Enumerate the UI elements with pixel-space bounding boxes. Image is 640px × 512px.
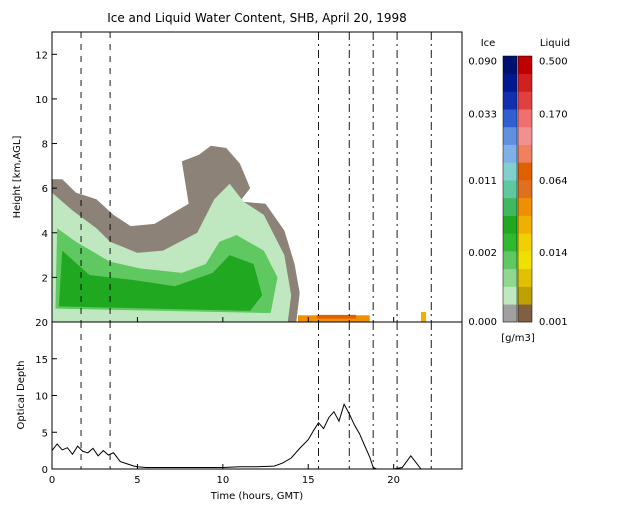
time-tick-label: 15 bbox=[302, 475, 315, 486]
liquid-colorbar-swatch bbox=[518, 268, 532, 287]
height-tick-label: 6 bbox=[42, 184, 48, 195]
liquid-colorbar-swatch bbox=[518, 73, 532, 92]
ice-colorbar-swatch bbox=[503, 73, 517, 92]
ice-colorbar-swatch bbox=[503, 109, 517, 128]
height-tick-label: 8 bbox=[42, 140, 48, 151]
optical-depth-tick-label: 10 bbox=[35, 392, 48, 403]
ice-colorbar-label: Ice bbox=[481, 38, 496, 49]
ice-colorbar-swatch bbox=[503, 233, 517, 252]
ice-colorbar-swatch bbox=[503, 197, 517, 216]
ice-colorbar-tick-label: 0.090 bbox=[468, 56, 497, 67]
bottom-dash-lines bbox=[80, 322, 432, 469]
liquid-colorbar-swatch bbox=[518, 180, 532, 199]
height-axis-label: Height [km,AGL] bbox=[12, 136, 23, 219]
cloud-field bbox=[52, 145, 427, 322]
ice-colorbar-swatch bbox=[503, 126, 517, 145]
ice-colorbar bbox=[502, 55, 518, 323]
optical-depth-tick-label: 5 bbox=[42, 428, 48, 439]
ice-colorbar-swatch bbox=[503, 91, 517, 110]
time-axis-ticks: 0 5 10 15 20 bbox=[49, 317, 400, 486]
optical-depth-tick-label: 20 bbox=[35, 318, 48, 329]
liquid-colorbar-label: Liquid bbox=[540, 38, 570, 49]
height-axis-ticks: 2 4 6 8 10 12 bbox=[35, 50, 57, 284]
time-tick-label: 0 bbox=[49, 475, 55, 486]
liquid-colorbar-swatch bbox=[518, 126, 532, 145]
liquid-colorbar-swatch bbox=[518, 144, 532, 163]
height-tick-label: 12 bbox=[35, 50, 48, 61]
liquid-colorbar-ticks: 0.500 0.170 0.064 0.014 0.001 bbox=[539, 56, 568, 328]
ice-colorbar-swatch bbox=[503, 286, 517, 305]
ice-colorbar-ticks: 0.090 0.033 0.011 0.002 0.000 bbox=[468, 56, 497, 328]
ice-colorbar-swatch bbox=[503, 215, 517, 234]
liquid-colorbar-swatch bbox=[518, 56, 532, 75]
water-content-heatmap: 2 4 6 8 10 12 Height [km,AGL] bbox=[12, 31, 463, 323]
liquid-patch bbox=[421, 311, 427, 322]
ice-colorbar-swatch bbox=[503, 144, 517, 163]
ice-cloud-core bbox=[58, 250, 263, 311]
ice-colorbar-swatch bbox=[503, 268, 517, 287]
ice-colorbar-swatch bbox=[503, 162, 517, 181]
liquid-colorbar-swatch bbox=[518, 162, 532, 181]
time-tick-label: 10 bbox=[216, 475, 229, 486]
ice-colorbar-swatch bbox=[503, 251, 517, 270]
liquid-layer-core bbox=[316, 314, 357, 319]
liquid-colorbar-swatch bbox=[518, 304, 532, 323]
time-tick-label: 5 bbox=[134, 475, 140, 486]
liquid-colorbar-tick-label: 0.500 bbox=[539, 56, 568, 67]
liquid-colorbar-swatch bbox=[518, 251, 532, 270]
ice-colorbar-tick-label: 0.002 bbox=[468, 248, 497, 259]
liquid-colorbar-tick-label: 0.170 bbox=[539, 110, 568, 121]
liquid-colorbar-swatch bbox=[518, 215, 532, 234]
liquid-colorbar-swatch bbox=[518, 109, 532, 128]
liquid-colorbar-tick-label: 0.014 bbox=[539, 248, 568, 259]
liquid-colorbar-swatch bbox=[518, 233, 532, 252]
height-tick-label: 10 bbox=[35, 95, 48, 106]
colorbar: Ice Liquid 0.090 0.033 0.011 0.002 0.000 0.5… bbox=[468, 38, 570, 344]
liquid-colorbar-swatch bbox=[518, 286, 532, 305]
ice-colorbar-tick-label: 0.000 bbox=[468, 317, 497, 328]
liquid-colorbar-tick-label: 0.064 bbox=[539, 176, 568, 187]
optical-depth-axis-label: Optical Depth bbox=[16, 361, 27, 430]
top-dash-lines bbox=[80, 32, 432, 322]
chart-title: Ice and Liquid Water Content, SHB, April… bbox=[107, 11, 407, 25]
colorbar-units: [g/m3] bbox=[501, 333, 535, 344]
optical-depth-series bbox=[51, 403, 462, 470]
liquid-colorbar-swatch bbox=[518, 197, 532, 216]
ice-colorbar-tick-label: 0.011 bbox=[468, 176, 497, 187]
height-tick-label: 2 bbox=[42, 273, 48, 284]
liquid-colorbar-tick-label: 0.001 bbox=[539, 317, 568, 328]
time-axis-label: Time (hours, GMT) bbox=[210, 491, 304, 502]
height-tick-label: 4 bbox=[42, 229, 48, 240]
ice-colorbar-swatch bbox=[503, 304, 517, 323]
optical-depth-plot: 0 5 10 15 20 0 5 10 15 20 Optical Depth Time (ho… bbox=[16, 317, 463, 502]
ice-colorbar-swatch bbox=[503, 180, 517, 199]
optical-depth-tick-label: 0 bbox=[42, 465, 48, 476]
time-tick-label: 20 bbox=[387, 475, 400, 486]
optical-depth-tick-label: 15 bbox=[35, 355, 48, 366]
ice-colorbar-tick-label: 0.033 bbox=[468, 110, 497, 121]
liquid-colorbar bbox=[517, 55, 533, 323]
ice-colorbar-swatch bbox=[503, 56, 517, 75]
liquid-colorbar-swatch bbox=[518, 91, 532, 110]
